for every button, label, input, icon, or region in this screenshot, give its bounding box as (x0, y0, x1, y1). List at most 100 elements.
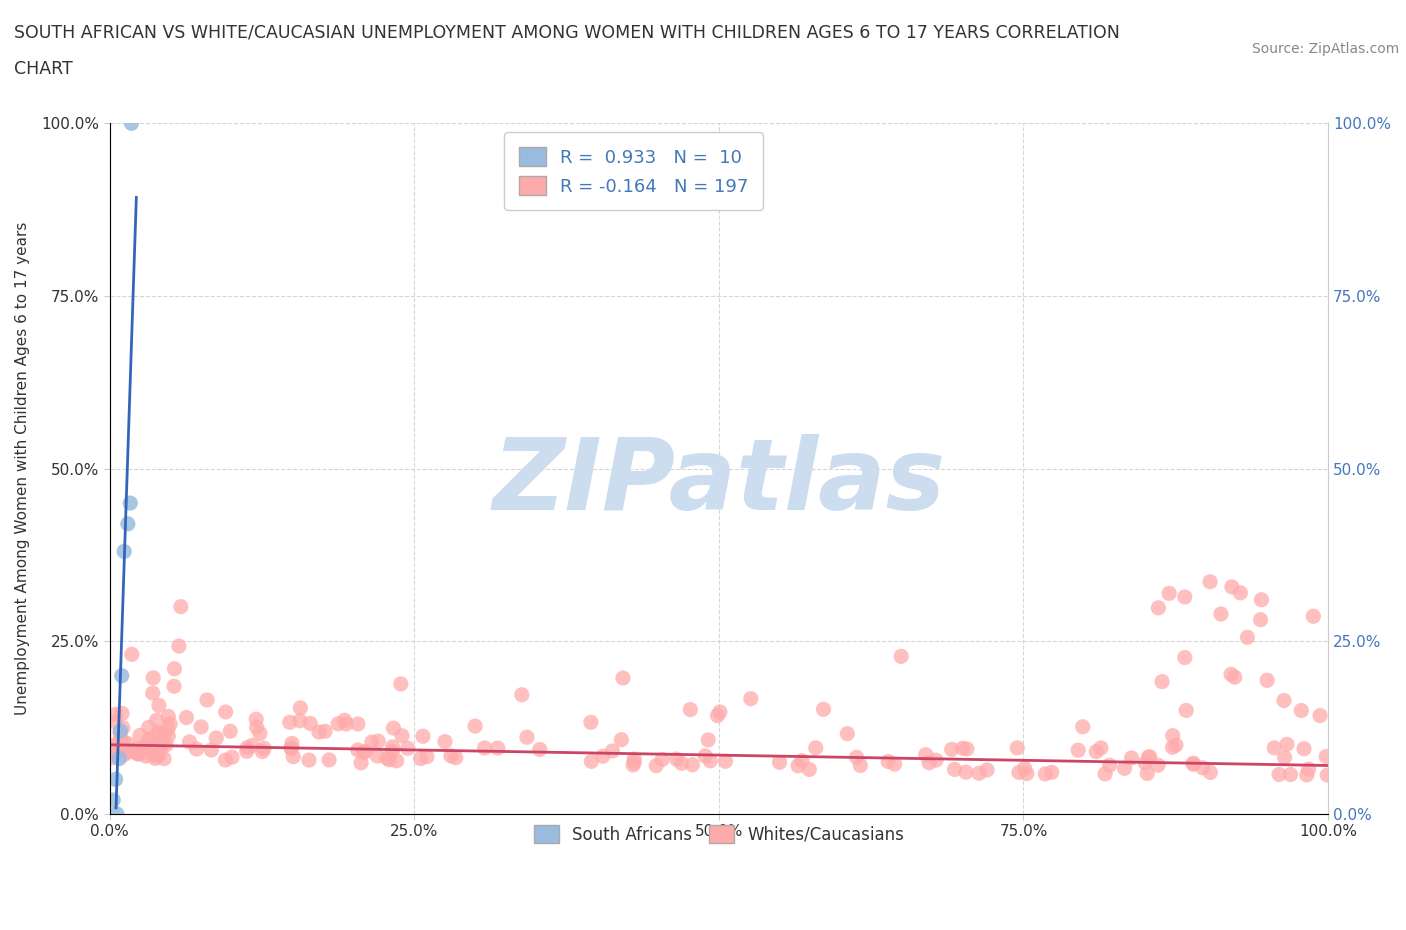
Point (1256, 673, 1278, 688)
Point (382, 721, 405, 736)
Point (391, 728, 413, 743)
Point (941, 742, 963, 757)
Text: Source: ZipAtlas.com: Source: ZipAtlas.com (1251, 42, 1399, 56)
Point (1114, 761, 1136, 776)
Point (142, 740, 165, 755)
Point (1302, 609, 1324, 624)
Point (1040, 764, 1063, 779)
Point (108, 751, 131, 766)
Point (170, 599, 193, 614)
Point (1135, 755, 1157, 770)
Point (651, 752, 673, 767)
Point (1263, 740, 1285, 755)
Y-axis label: Unemployment Among Women with Children Ages 6 to 17 years: Unemployment Among Women with Children A… (15, 222, 30, 715)
Point (163, 679, 186, 694)
Point (127, 747, 149, 762)
Point (623, 751, 645, 766)
Point (1094, 766, 1116, 781)
Point (1147, 601, 1170, 616)
Point (1199, 575, 1222, 590)
Point (1098, 758, 1121, 773)
Point (214, 752, 236, 767)
Point (153, 751, 176, 766)
Point (1223, 670, 1246, 684)
Point (112, 544, 135, 559)
Point (1295, 767, 1317, 782)
Point (110, 731, 132, 746)
Point (389, 676, 412, 691)
Point (679, 702, 702, 717)
Point (142, 685, 165, 700)
Point (409, 751, 432, 766)
Point (967, 765, 990, 780)
Point (787, 758, 810, 773)
Point (1136, 766, 1159, 781)
Point (111, 669, 134, 684)
Point (104, 714, 127, 729)
Point (281, 736, 304, 751)
Point (623, 755, 645, 770)
Point (138, 732, 160, 747)
Point (385, 753, 408, 768)
Point (845, 750, 868, 764)
Point (1174, 650, 1197, 665)
Point (176, 711, 198, 725)
Point (645, 758, 668, 773)
Point (1175, 703, 1198, 718)
Point (1015, 766, 1038, 781)
Point (157, 728, 180, 743)
Point (366, 749, 388, 764)
Point (163, 661, 186, 676)
Point (412, 729, 434, 744)
Point (167, 639, 190, 654)
Point (103, 792, 125, 807)
Point (1137, 750, 1160, 764)
Point (1139, 750, 1161, 764)
Point (444, 751, 467, 765)
Point (433, 734, 456, 749)
Point (955, 764, 977, 779)
Point (681, 757, 703, 772)
Point (516, 730, 538, 745)
Point (278, 715, 301, 730)
Point (510, 687, 533, 702)
Point (1272, 693, 1295, 708)
Point (1033, 766, 1056, 781)
Point (118, 745, 141, 760)
Point (1008, 764, 1031, 779)
Point (253, 741, 276, 756)
Point (671, 756, 693, 771)
Point (529, 742, 551, 757)
Point (114, 742, 136, 757)
Point (145, 713, 167, 728)
Point (186, 741, 208, 756)
Point (138, 732, 160, 747)
Point (118, 744, 141, 759)
Point (1229, 585, 1251, 600)
Legend: South Africans, Whites/Caucasians: South Africans, Whites/Caucasians (520, 812, 917, 857)
Point (127, 747, 149, 762)
Point (252, 744, 274, 759)
Point (813, 702, 835, 717)
Point (288, 713, 311, 728)
Point (837, 726, 859, 741)
Point (1268, 767, 1291, 782)
Point (142, 671, 165, 685)
Point (333, 712, 356, 727)
Point (581, 754, 603, 769)
Point (148, 725, 170, 740)
Point (326, 716, 349, 731)
Point (148, 698, 170, 713)
Point (280, 740, 302, 755)
Point (98, 739, 121, 754)
Point (474, 740, 496, 755)
Point (1164, 737, 1187, 752)
Point (695, 749, 717, 764)
Point (1150, 674, 1173, 689)
Point (1220, 667, 1243, 682)
Point (236, 740, 259, 755)
Point (121, 116, 143, 131)
Point (318, 752, 340, 767)
Point (1236, 630, 1258, 644)
Point (195, 693, 218, 708)
